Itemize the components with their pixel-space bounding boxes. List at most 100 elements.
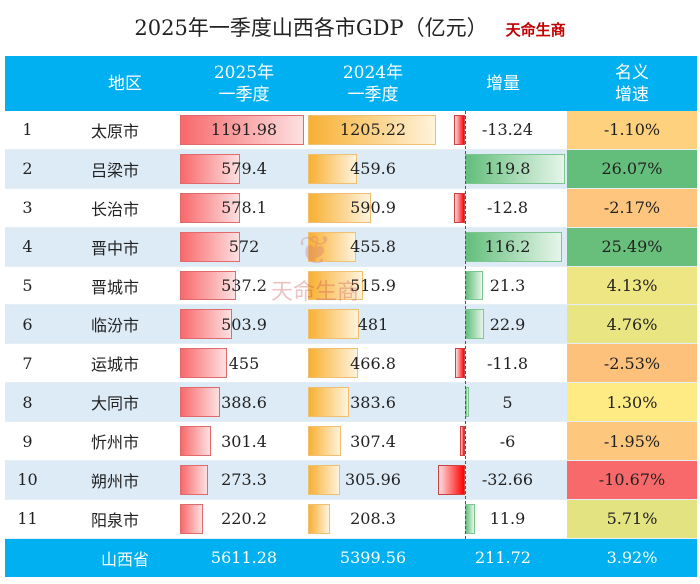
value-growth: -2.53% [567, 344, 697, 383]
table-row: 10 朔州市 273.3 305.96 -32.66 -10.67% [5, 461, 697, 500]
value-2024: 459.6 [350, 159, 396, 179]
table-row: 1 太原市 1191.98 1205.22 -13.24 -1.10% [5, 111, 697, 150]
page-title: 2025年一季度山西各市GDP（亿元） 天命生商 [0, 12, 700, 42]
bar-2024 [308, 192, 371, 223]
rank: 6 [22, 314, 33, 334]
delta-zero-axis [465, 111, 466, 539]
value-2024: 455.8 [350, 237, 396, 257]
gdp-table: 地区 2025年 一季度 2024年一季度 增量 名义增速 1 太原市 1191.… [5, 56, 697, 577]
watermark-text: 天命生商 [270, 280, 359, 305]
value-growth: 1.30% [567, 383, 697, 422]
region: 忻州市 [90, 433, 139, 453]
value-delta: 11.9 [489, 509, 526, 529]
bar-2025 [180, 348, 228, 379]
bar-2025 [180, 503, 203, 534]
region: 晋中市 [90, 238, 139, 258]
phoenix-logo-icon: ❦ [298, 228, 332, 274]
header-2025-line1: 2025年 [213, 62, 275, 83]
value-2024: 307.4 [350, 431, 396, 451]
bar-2024 [308, 503, 331, 534]
rank: 9 [22, 431, 33, 451]
bar-2024 [308, 348, 358, 379]
rank: 3 [22, 198, 33, 218]
header-delta: 增量 [486, 73, 520, 94]
delta-bar [459, 426, 465, 457]
value-growth: 4.13% [567, 266, 697, 305]
delta-bar [453, 115, 465, 145]
bar-2024 [308, 115, 436, 145]
bar-2024 [308, 153, 357, 184]
value-delta: -11.8 [486, 353, 529, 373]
table-row: 4 晋中市 572 455.8 116.2 25.49% [5, 227, 697, 267]
value-2025: 455 [228, 353, 260, 373]
bar-2025 [180, 231, 240, 262]
table-header: 地区 2025年 一季度 2024年一季度 增量 名义增速 [5, 56, 697, 111]
value-delta: -12.8 [486, 198, 529, 218]
header-growth-label: 名义增速 [615, 62, 649, 105]
bar-2025 [180, 270, 236, 301]
value-2024: 305.96 [345, 470, 401, 490]
rank: 1 [22, 120, 33, 140]
region: 朔州市 [90, 471, 139, 491]
value-growth: -10.67% [567, 461, 697, 499]
value-2025: 1191.98 [210, 120, 278, 140]
delta-bar [454, 192, 465, 223]
total-region: 山西省 [100, 549, 149, 569]
bar-2025 [180, 153, 241, 184]
value-delta: -6 [499, 431, 516, 451]
table-row: 5 晋城市 537.2 515.9 21.3 4.13% [5, 266, 697, 306]
region: 长治市 [90, 199, 139, 219]
header-region: 地区 [108, 73, 142, 94]
value-2024: 515.9 [350, 276, 396, 295]
bar-2025 [180, 387, 221, 418]
bar-2025 [180, 426, 212, 457]
total-2024: 5399.56 [339, 548, 407, 568]
rank: 4 [22, 237, 33, 257]
value-growth: 26.07% [567, 149, 697, 188]
table-row: 9 忻州市 301.4 307.4 -6 -1.95% [5, 422, 697, 462]
bar-2025 [180, 309, 233, 340]
value-delta: -32.66 [481, 470, 534, 490]
value-delta: 21.3 [489, 276, 526, 295]
bar-2024 [308, 426, 341, 457]
header-2025: 2025年 一季度 [180, 56, 308, 111]
bar-2024 [308, 231, 357, 262]
value-delta: 5 [502, 392, 513, 412]
header-2024-label: 2024年一季度 [342, 62, 404, 105]
delta-bar [437, 465, 465, 495]
region: 大同市 [90, 394, 139, 414]
value-2024: 590.9 [350, 198, 396, 218]
value-2025: 388.6 [221, 392, 267, 412]
region: 运城市 [90, 355, 139, 375]
value-2024: 1205.22 [339, 120, 407, 140]
table-row: 6 临汾市 503.9 481 22.9 4.76% [5, 305, 697, 345]
value-growth: -2.17% [567, 188, 697, 227]
total-2025: 5611.28 [210, 548, 278, 568]
value-2025: 220.2 [221, 509, 267, 529]
value-2025: 572 [228, 237, 260, 257]
delta-bar [465, 231, 562, 262]
rank: 10 [17, 470, 38, 490]
value-growth: -1.10% [567, 111, 697, 149]
rank: 2 [22, 159, 33, 179]
rank: 8 [22, 392, 33, 412]
table-row: 8 大同市 388.6 383.6 5 1.30% [5, 383, 697, 423]
table-row: 3 长治市 578.1 590.9 -12.8 -2.17% [5, 188, 697, 228]
region: 太原市 [90, 121, 139, 141]
value-2024: 383.6 [350, 392, 396, 412]
total-delta: 211.72 [475, 548, 531, 568]
value-growth: 25.49% [567, 227, 697, 266]
value-delta: 116.2 [484, 237, 531, 257]
bar-2024 [308, 309, 360, 340]
total-row: 山西省 5611.28 5399.56 211.72 3.92% [5, 538, 697, 577]
rank: 5 [22, 276, 33, 295]
region: 晋城市 [90, 277, 139, 297]
rank: 11 [17, 509, 38, 529]
table-row: 7 运城市 455 466.8 -11.8 -2.53% [5, 344, 697, 384]
table-row: 2 吕梁市 579.4 459.6 119.8 26.07% [5, 149, 697, 189]
value-2024: 208.3 [350, 509, 396, 529]
value-2025: 301.4 [221, 431, 267, 451]
value-2025: 578.1 [221, 198, 267, 218]
value-growth: 4.76% [567, 305, 697, 344]
bar-2024 [308, 270, 363, 301]
